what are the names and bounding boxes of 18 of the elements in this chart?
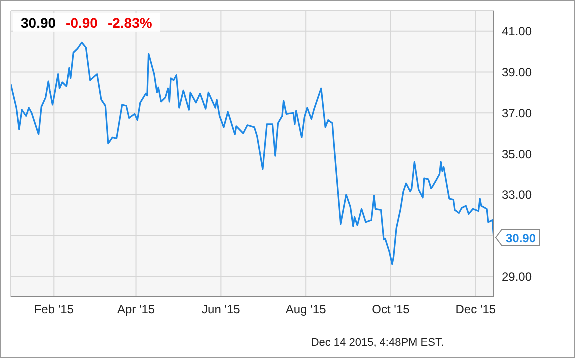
x-tick-label: Dec '15 bbox=[456, 302, 496, 317]
line-series bbox=[11, 42, 494, 266]
annotation: 30.90 bbox=[506, 231, 536, 246]
y-tick-label: 39.00 bbox=[502, 66, 532, 80]
y-tick-label: 35.00 bbox=[502, 147, 532, 162]
y-tick-label: 33.00 bbox=[502, 188, 532, 202]
x-tick-label: Aug '15 bbox=[286, 302, 327, 317]
x-tick-label: Oct '15 bbox=[372, 302, 410, 317]
text: Dec 14 2015, 4:48PM EST. bbox=[311, 337, 444, 349]
y-tick-label: 29.00 bbox=[502, 270, 532, 284]
y-tick-label: 37.00 bbox=[502, 106, 532, 120]
y-tick-label: 41.00 bbox=[502, 24, 532, 39]
x-tick-label: Jun '15 bbox=[202, 302, 241, 317]
chart-title: 30.90 bbox=[21, 14, 56, 30]
x-tick-label: Apr '15 bbox=[117, 302, 156, 317]
annotation: -2.83% bbox=[108, 14, 152, 30]
annotation: -0.90 bbox=[66, 14, 98, 30]
x-tick-label: Feb '15 bbox=[34, 302, 74, 317]
